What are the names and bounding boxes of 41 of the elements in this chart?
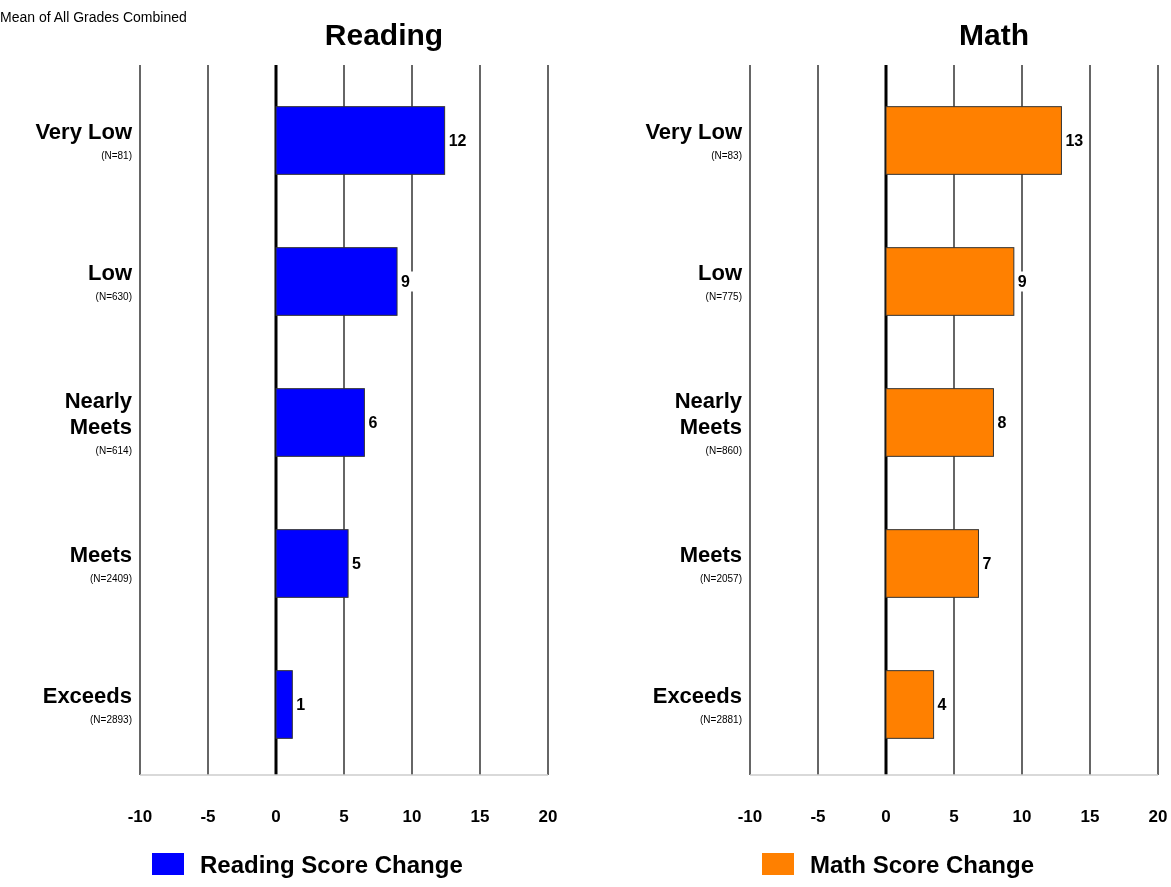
y-tick-label: Meets (N=2409) [69, 541, 132, 584]
x-tick-label: 15 [470, 807, 490, 826]
data-label: 7 [982, 555, 992, 573]
y-tick-label: Very Low (N=81) [35, 118, 133, 161]
y-tick-label: Very Low (N=83) [645, 118, 743, 161]
data-label: 9 [1017, 273, 1027, 291]
data-label: 13 [1065, 132, 1084, 150]
y-tick-label: Nearly Meets (N=860) [674, 387, 743, 456]
x-tick-label: 5 [949, 807, 959, 826]
legend-label: Math Score Change [810, 851, 1035, 878]
y-tick-label: Nearly Meets (N=614) [64, 387, 133, 456]
data-label: 12 [448, 132, 467, 150]
chart-title: Math [959, 18, 1029, 51]
x-tick-label: 15 [1080, 807, 1100, 826]
data-label: 5 [352, 555, 362, 573]
data-label: 8 [997, 414, 1007, 432]
chart-title: Reading [324, 18, 444, 51]
x-tick-label: 10 [402, 807, 422, 826]
x-tick-label: 20 [1148, 807, 1168, 826]
x-tick-label: 10 [1012, 807, 1032, 826]
bar [275, 670, 293, 739]
data-label: 4 [937, 696, 947, 714]
x-tick-label: 0 [271, 807, 281, 826]
data-label: 6 [368, 414, 378, 432]
data-label: 9 [401, 273, 411, 291]
x-tick-label: 20 [538, 807, 558, 826]
x-tick-label: -5 [200, 807, 216, 826]
x-tick-label: -10 [127, 807, 153, 826]
x-tick-label: 0 [881, 807, 891, 826]
x-tick-label: 5 [339, 807, 349, 826]
legend-label: Reading Score Change [200, 851, 463, 878]
y-tick-label: Exceeds (N=2893) [42, 682, 132, 725]
y-tick-label: Low (N=630) [88, 259, 133, 302]
text: Mean of All Grades Combined [0, 9, 187, 25]
y-tick-label: Exceeds (N=2881) [652, 682, 742, 725]
x-tick-label: -10 [737, 807, 763, 826]
x-tick-label: -5 [810, 807, 826, 826]
data-label: 1 [296, 696, 306, 714]
bar [885, 670, 935, 739]
y-tick-label: Low (N=775) [698, 259, 743, 302]
y-tick-label: Meets (N=2057) [679, 541, 742, 584]
